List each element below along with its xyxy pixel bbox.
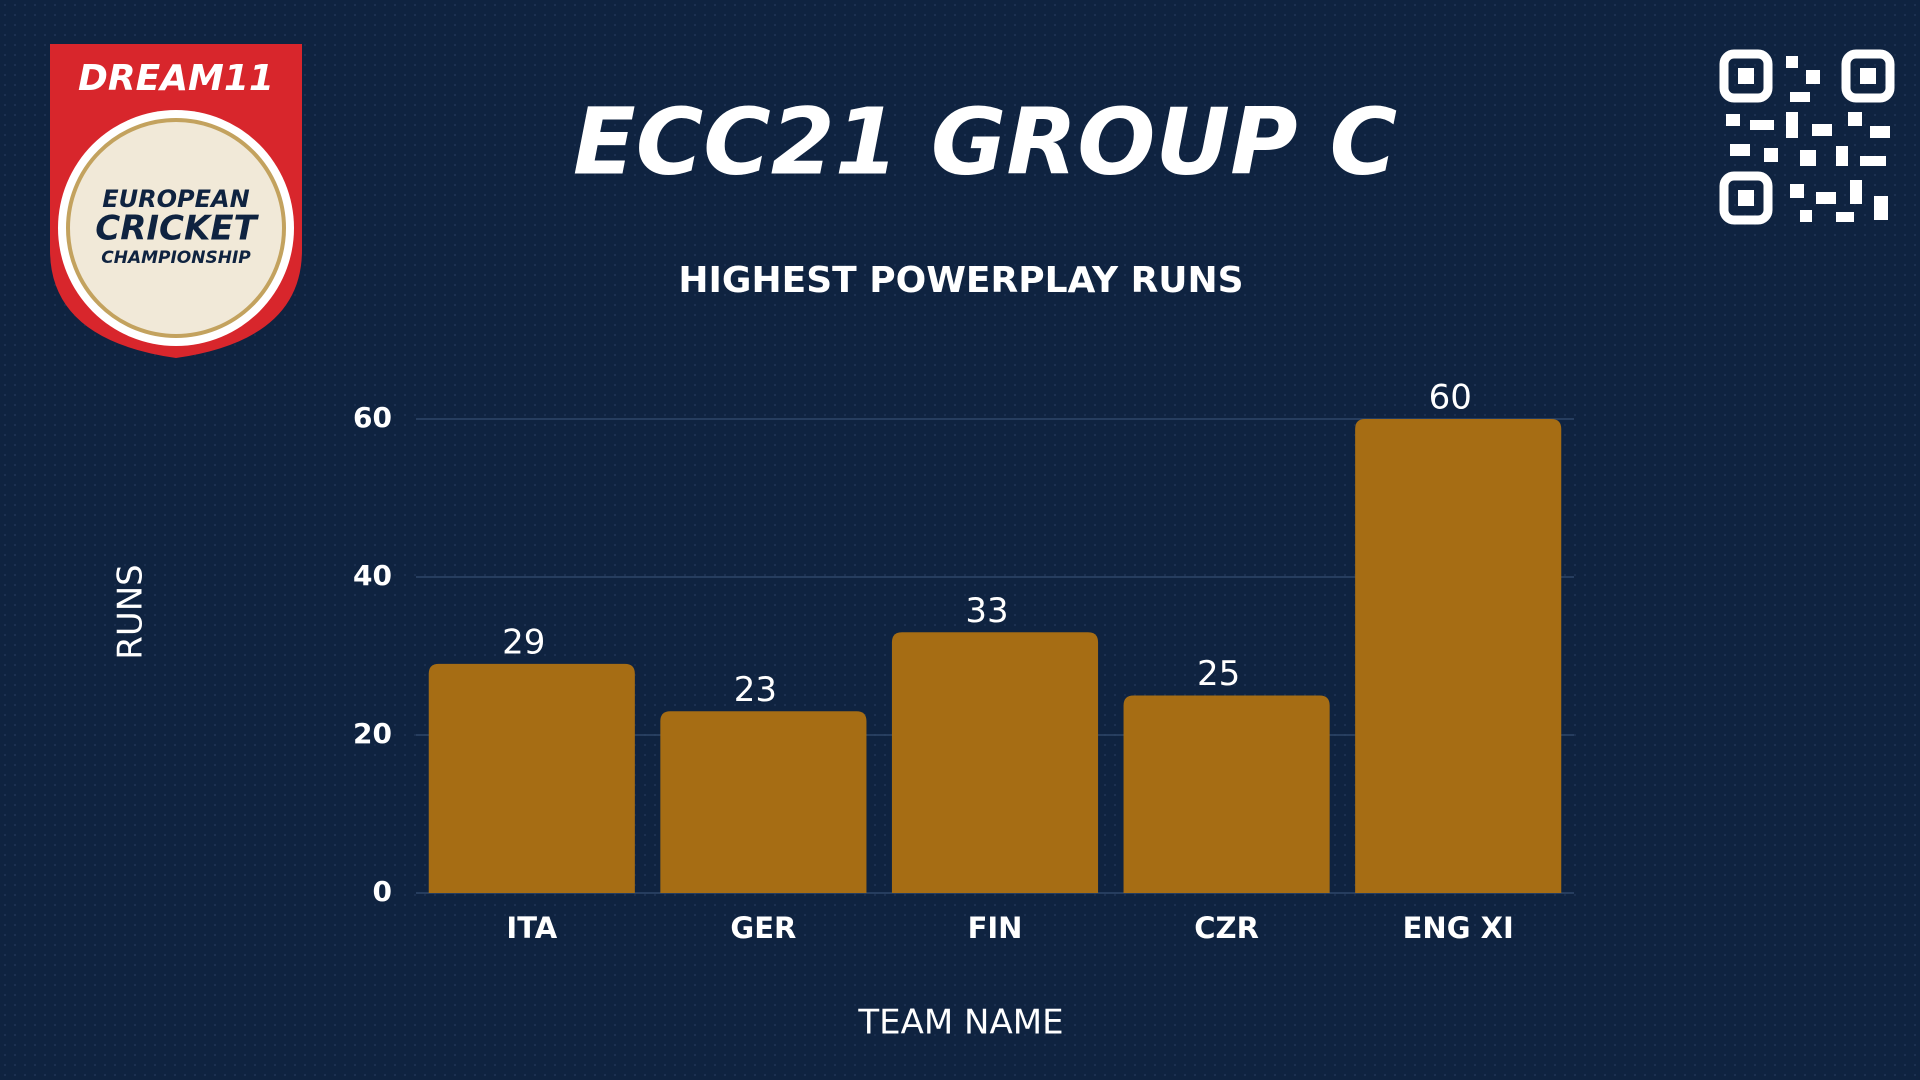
chart-subtitle: HIGHEST POWERPLAY RUNS <box>678 260 1243 301</box>
x-tick-label: ENG XI <box>1403 911 1514 945</box>
value-label: 29 <box>502 622 545 662</box>
y-axis-label: RUNS <box>111 564 151 660</box>
x-axis-label: TEAM NAME <box>857 1003 1063 1043</box>
x-tick-label: FIN <box>968 911 1023 945</box>
logo-ball <box>66 118 286 338</box>
x-tick-label: ITA <box>506 911 557 945</box>
logo-text: CRICKET <box>95 209 259 249</box>
value-label: 60 <box>1429 378 1472 418</box>
plot-area: 0 20 40 60 ITA 29 GER 23 FIN 33 CZR 25 ENG XI 60 <box>353 378 1574 945</box>
value-label: 33 <box>965 591 1008 631</box>
logo-brand: DREAM11 <box>78 58 274 99</box>
bar <box>428 663 635 893</box>
logo-text: EUROPEAN <box>102 185 249 213</box>
value-label: 25 <box>1197 654 1240 694</box>
bar <box>660 711 867 893</box>
y-tick-label: 40 <box>353 559 392 592</box>
chart-title: ECC21 GROUP C <box>573 88 1397 195</box>
y-tick-label: 0 <box>373 875 392 908</box>
logo-text: CHAMPIONSHIP <box>101 248 251 268</box>
x-tick-label: GER <box>730 911 796 945</box>
qr-code <box>1719 49 1895 225</box>
bar <box>1355 419 1562 893</box>
bar <box>891 632 1099 893</box>
logo: DREAM11 EUROPEAN CRICKET CHAMPIONSHIP <box>50 44 302 358</box>
value-label: 23 <box>734 670 777 710</box>
y-tick-label: 60 <box>353 401 392 434</box>
bar <box>1123 695 1330 893</box>
y-tick-label: 20 <box>353 717 392 750</box>
x-tick-label: CZR <box>1194 911 1259 945</box>
